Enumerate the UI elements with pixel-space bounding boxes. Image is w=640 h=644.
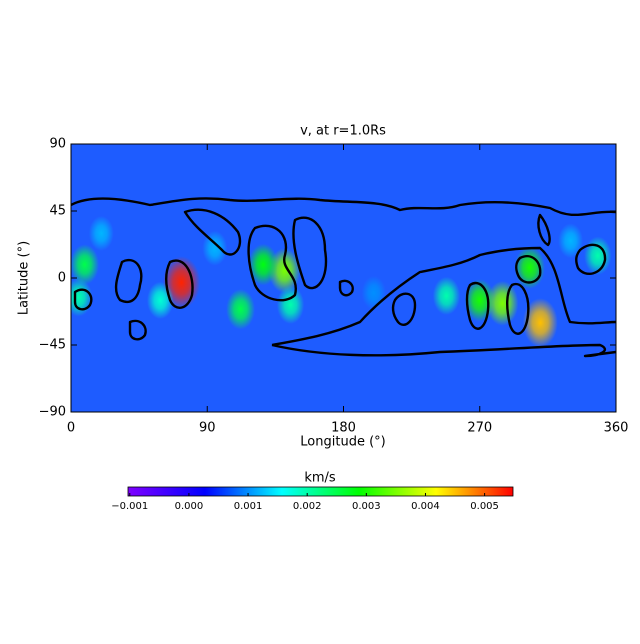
- colorbar-tick-label: 0.003: [352, 501, 381, 512]
- colorbar-frame: [127, 486, 514, 497]
- x-tick-label: 90: [199, 421, 216, 436]
- contour: [515, 255, 542, 284]
- hotspot: [88, 215, 114, 251]
- hotspot: [432, 276, 461, 315]
- hotspot: [558, 223, 584, 259]
- contour: [292, 216, 328, 290]
- x-tick-label: 180: [331, 421, 356, 436]
- contour: [391, 292, 417, 326]
- contour: [128, 319, 147, 341]
- contour: [114, 259, 143, 304]
- hotspot: [584, 236, 612, 275]
- colorbar-tick-label: 0.004: [411, 501, 440, 512]
- contour: [271, 246, 616, 347]
- colorbar-tick-label: 0.001: [234, 501, 263, 512]
- y-tick-label: 45: [49, 204, 66, 219]
- hotspot: [361, 275, 386, 310]
- colorbar-label: km/s: [304, 471, 336, 486]
- y-tick-label: −45: [39, 338, 66, 353]
- x-tick-label: 0: [67, 421, 75, 436]
- chart-title: v, at r=1.0Rs: [300, 124, 386, 139]
- contour: [465, 281, 490, 330]
- colorbar-tick-label: −0.001: [111, 501, 148, 512]
- contour: [247, 224, 297, 302]
- hotspot: [486, 280, 519, 326]
- colorbar: [128, 487, 513, 496]
- y-axis-label: Latitude (°): [17, 241, 32, 315]
- colorbar-tick-label: 0.002: [293, 501, 322, 512]
- x-tick-label: 270: [467, 421, 492, 436]
- contour: [71, 197, 616, 217]
- hotspot: [202, 230, 228, 266]
- hotspot: [71, 244, 100, 285]
- y-tick-label: −90: [39, 405, 66, 420]
- contour: [183, 208, 242, 256]
- hotspot: [522, 298, 558, 348]
- contour: [506, 282, 530, 335]
- y-tick-label: 0: [58, 271, 66, 286]
- x-tick-label: 360: [604, 421, 629, 436]
- colorbar-tick-label: 0.005: [470, 501, 499, 512]
- hotspot: [226, 289, 255, 330]
- hotspot: [276, 285, 305, 324]
- contours: [71, 197, 616, 358]
- hotspot: [248, 243, 279, 286]
- contour: [338, 279, 354, 297]
- y-tick-label: 90: [49, 137, 66, 152]
- hotspot: [71, 278, 93, 317]
- contour: [537, 213, 551, 247]
- contour: [73, 288, 93, 311]
- contour: [271, 343, 616, 358]
- contour: [575, 243, 607, 276]
- x-axis-label: Longitude (°): [300, 435, 385, 450]
- contour: [165, 259, 194, 309]
- colorbar-tick-label: 0.000: [175, 501, 204, 512]
- field: [71, 144, 616, 412]
